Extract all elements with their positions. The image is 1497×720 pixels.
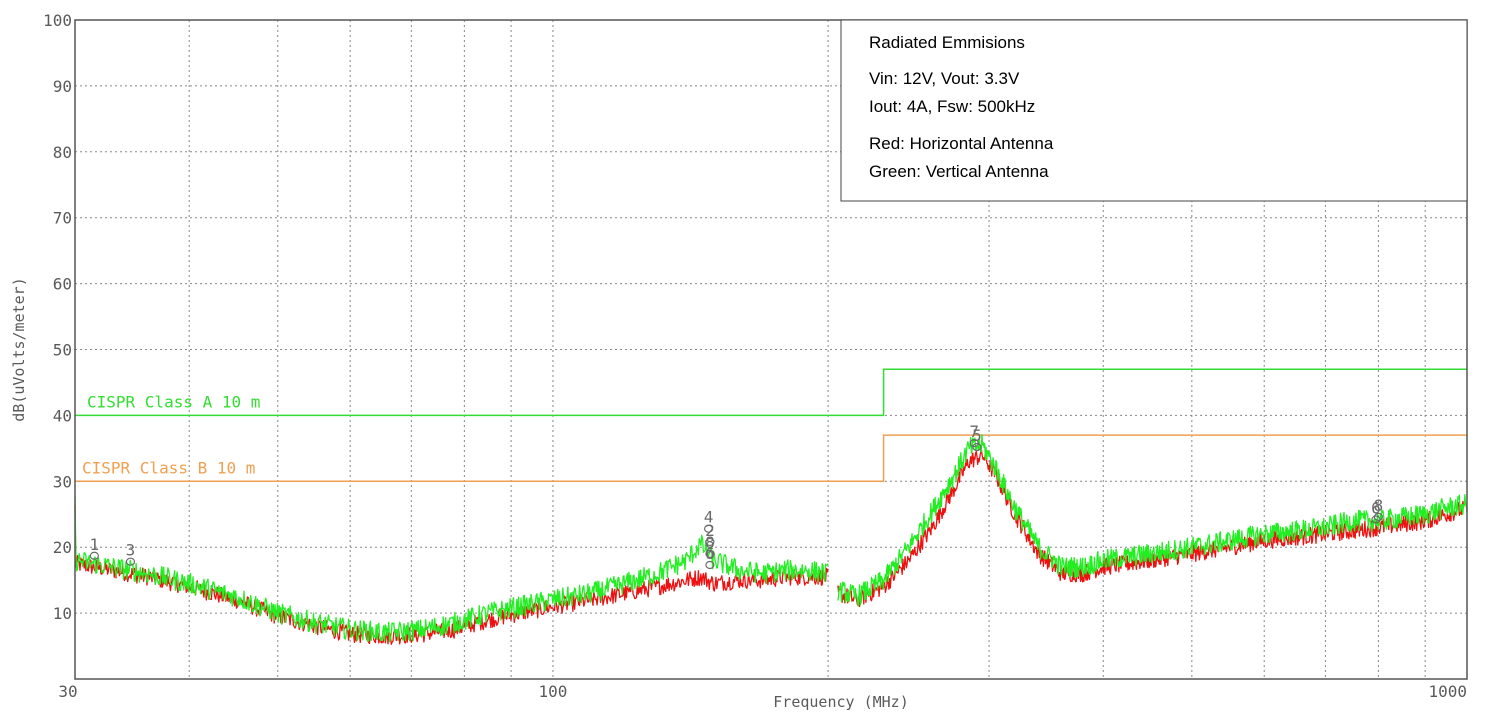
legend-line-iout: Iout: 4A, Fsw: 500kHz xyxy=(869,97,1035,116)
marker-label: 8 xyxy=(705,533,715,552)
y-axis-title: dB(uVolts/meter) xyxy=(10,277,28,422)
marker-label: 6 xyxy=(705,544,715,563)
x-tick-label: 100 xyxy=(538,682,567,701)
marker-point xyxy=(125,557,136,566)
marker-label: 7 xyxy=(969,422,979,441)
limit-line xyxy=(75,368,1467,417)
y-tick-label: 20 xyxy=(53,538,72,557)
series-trace xyxy=(74,504,829,645)
y-tick-label: 40 xyxy=(53,406,72,425)
x-tick-label: 30 xyxy=(58,682,77,701)
marker-point xyxy=(1371,515,1381,524)
marker-label: 8 xyxy=(1374,496,1384,515)
limit-label: CISPR Class B 10 m xyxy=(82,458,255,477)
limit-lines-group: CISPR Class A 10 m CISPR Class B 10 m xyxy=(75,368,1467,483)
y-tick-label: 10 xyxy=(53,604,72,623)
limit-label: CISPR Class A 10 m xyxy=(87,392,260,411)
y-tick-label: 80 xyxy=(53,143,72,162)
legend-box: Radiated Emmisions Vin: 12V, Vout: 3.3V … xyxy=(840,19,1468,202)
marker-point xyxy=(705,549,715,558)
marker-label: 4 xyxy=(704,508,714,527)
marker-point xyxy=(89,551,99,560)
x-tick-label: 1000 xyxy=(1428,682,1467,701)
y-tick-label: 30 xyxy=(53,472,72,491)
legend-line-vin: Vin: 12V, Vout: 3.3V xyxy=(869,69,1020,88)
legend-line-title: Radiated Emmisions xyxy=(869,33,1025,52)
marker-point xyxy=(703,524,714,533)
marker-point xyxy=(705,560,715,570)
marker-label: 3 xyxy=(126,541,136,560)
legend-frame xyxy=(840,19,1468,202)
marker-label: 6 xyxy=(1371,499,1381,518)
y-tick-label: 100 xyxy=(43,11,72,30)
y-tick-label: 60 xyxy=(53,275,72,294)
marker-label: 5 xyxy=(972,426,982,445)
y-tick-label: 90 xyxy=(53,77,72,96)
plot-frame xyxy=(74,19,1468,680)
y-tick-label: 70 xyxy=(53,209,72,228)
marker-point xyxy=(705,537,715,547)
x-axis-title: Frequency (MHz) xyxy=(773,693,908,711)
marker-label: 2 xyxy=(705,521,715,540)
legend-line-green: Green: Vertical Antenna xyxy=(869,162,1049,181)
x-tick-labels: 30 100 1000 xyxy=(58,682,1467,701)
series-group xyxy=(74,434,1468,645)
legend-line-red: Red: Horizontal Antenna xyxy=(869,134,1054,153)
marker-point xyxy=(972,442,982,452)
marker-point xyxy=(969,438,979,448)
marker-point xyxy=(1373,512,1384,521)
y-tick-labels: 10 20 30 40 50 60 70 80 90 100 xyxy=(43,11,72,623)
series-trace xyxy=(837,434,1468,607)
y-tick-label: 50 xyxy=(53,341,72,360)
limit-line xyxy=(75,434,1467,483)
series-trace xyxy=(74,495,829,643)
marker-label: 1 xyxy=(90,535,100,554)
